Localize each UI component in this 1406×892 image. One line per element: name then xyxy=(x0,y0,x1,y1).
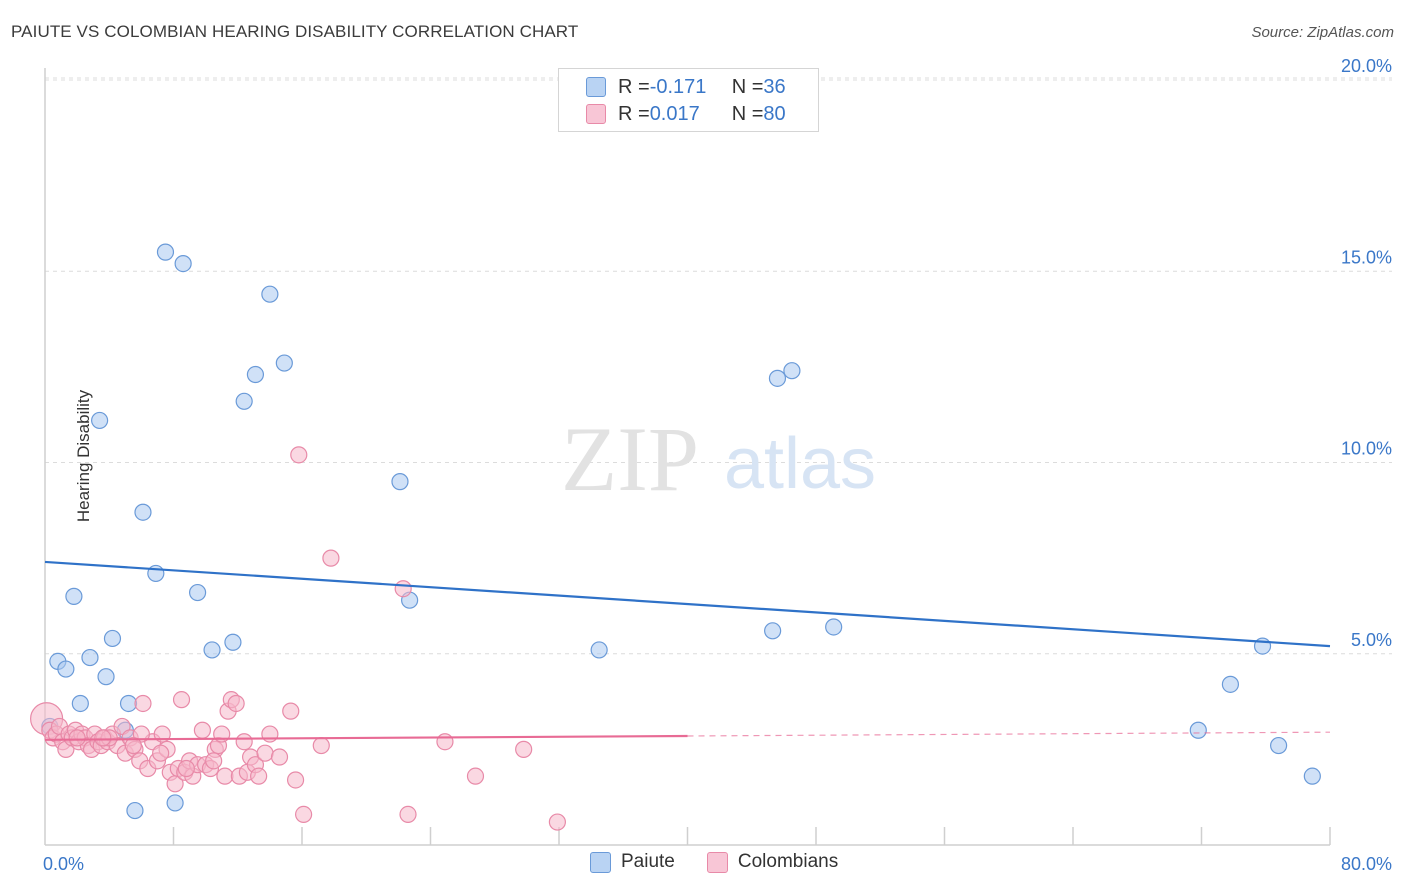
paiute-legend-swatch xyxy=(590,851,611,873)
colombian-point-67 xyxy=(399,805,417,824)
watermark: ZIP atlas xyxy=(561,408,876,510)
colombians-legend-swatch xyxy=(706,851,728,873)
series-legend-paiute[interactable]: Paiute xyxy=(590,851,675,873)
paiute-point-20 xyxy=(235,392,253,410)
legend-row-colombians: R = 0.017 N = 80 xyxy=(586,101,786,127)
colombian-point-52 xyxy=(235,733,253,751)
colombian-point-79 xyxy=(152,744,170,762)
paiute-point-27 xyxy=(764,622,782,640)
colombian-trend-line xyxy=(44,734,688,741)
paiute-n-value: 36 xyxy=(763,75,786,98)
colombian-point-60 xyxy=(282,702,300,720)
paiute-point-29 xyxy=(783,362,801,380)
colombian-point-78 xyxy=(124,736,142,755)
colombian-point-64 xyxy=(312,736,330,755)
paiute-point-8 xyxy=(103,629,122,648)
colombians-n-value: 80 xyxy=(763,102,786,125)
paiute-swatch xyxy=(586,77,606,97)
paiute-point-11 xyxy=(126,801,144,820)
y-tick-label-10: 10.0% xyxy=(1341,439,1392,459)
paiute-point-35 xyxy=(1303,767,1321,785)
paiute-point-24 xyxy=(391,473,409,491)
colombian-point-77 xyxy=(94,729,112,747)
tick-labels: 5.0% 10.0% 15.0% 20.0% 0.0% 80.0% xyxy=(43,56,1392,874)
data-points xyxy=(30,243,1321,831)
colombian-point-69 xyxy=(466,767,485,785)
colombian-point-65 xyxy=(322,549,340,567)
paiute-point-30 xyxy=(825,618,843,636)
chart-title: PAIUTE VS COLOMBIAN HEARING DISABILITY C… xyxy=(11,22,579,41)
colombians-r-value: 0.017 xyxy=(649,102,700,125)
paiute-point-9 xyxy=(119,694,138,713)
y-tick-label-5: 5.0% xyxy=(1351,630,1392,650)
paiute-point-19 xyxy=(224,633,242,651)
x-tick-label-max: 80.0% xyxy=(1341,854,1392,874)
colombian-point-57 xyxy=(256,744,274,762)
watermark-zip: ZIP xyxy=(561,408,699,510)
colombians-n-label: N = xyxy=(731,102,764,125)
colombian-point-41 xyxy=(193,721,212,739)
colombian-point-27 xyxy=(134,694,152,713)
paiute-n-label: N = xyxy=(731,75,764,98)
paiute-point-16 xyxy=(174,255,192,273)
colombian-point-56 xyxy=(250,767,268,785)
y-axis-label: Hearing Disability xyxy=(74,389,94,523)
colombians-r-label: R = xyxy=(618,102,650,125)
colombian-point-68 xyxy=(436,733,454,751)
colombian-point-63 xyxy=(295,805,313,824)
y-tick-label-20: 20.0% xyxy=(1341,56,1392,76)
paiute-trend-line xyxy=(44,560,1331,648)
colombian-point-66 xyxy=(394,580,412,598)
colombian-point-70 xyxy=(515,740,533,758)
colombian-point-76 xyxy=(68,729,86,747)
correlation-legend: R = -0.171 N = 36 R = 0.017 N = 80 xyxy=(558,68,819,132)
paiute-point-5 xyxy=(81,648,99,667)
paiute-point-32 xyxy=(1221,675,1240,693)
paiute-r-value: -0.171 xyxy=(649,75,707,98)
paiute-point-6 xyxy=(91,411,109,430)
paiute-point-21 xyxy=(246,365,265,384)
paiute-point-2 xyxy=(57,660,75,678)
colombian-point-71 xyxy=(548,813,566,831)
colombian-point-58 xyxy=(261,725,279,743)
x-tick-label-min: 0.0% xyxy=(43,854,84,874)
y-tick-label-15: 15.0% xyxy=(1341,247,1392,267)
colombian-point-50 xyxy=(227,694,245,713)
paiute-point-14 xyxy=(156,243,175,261)
paiute-point-31 xyxy=(1189,721,1207,739)
colombian-point-75 xyxy=(205,752,223,770)
paiute-point-15 xyxy=(166,794,184,812)
series-legend: Paiute Colombians xyxy=(590,851,870,873)
paiute-point-34 xyxy=(1269,736,1288,755)
paiute-point-18 xyxy=(203,641,221,659)
paiute-point-22 xyxy=(261,285,279,303)
paiute-point-7 xyxy=(97,668,115,686)
colombian-trend-line-extension xyxy=(687,731,1331,737)
paiute-point-23 xyxy=(275,354,293,372)
grid-lines xyxy=(45,77,1392,655)
colombian-point-36 xyxy=(172,691,191,709)
trend-lines xyxy=(44,560,1331,741)
legend-row-paiute: R = -0.171 N = 36 xyxy=(586,74,786,100)
paiute-r-label: R = xyxy=(618,75,650,98)
source-note: Source: ZipAtlas.com xyxy=(1251,24,1394,41)
paiute-point-4 xyxy=(71,694,89,713)
colombian-point-62 xyxy=(290,446,308,464)
colombians-legend-label: Colombians xyxy=(737,851,839,872)
paiute-point-28 xyxy=(768,369,787,387)
series-legend-colombians[interactable]: Colombians xyxy=(706,851,839,873)
watermark-atlas: atlas xyxy=(724,424,876,504)
paiute-legend-label: Paiute xyxy=(621,851,675,872)
paiute-point-12 xyxy=(134,503,152,521)
paiute-point-3 xyxy=(65,587,83,605)
colombians-swatch xyxy=(586,104,606,124)
colombian-point-59 xyxy=(270,748,289,766)
paiute-point-17 xyxy=(188,583,207,602)
paiute-point-26 xyxy=(590,641,608,659)
colombian-point-47 xyxy=(216,767,234,785)
colombian-point-61 xyxy=(286,771,305,789)
colombian-point-74 xyxy=(177,759,195,778)
